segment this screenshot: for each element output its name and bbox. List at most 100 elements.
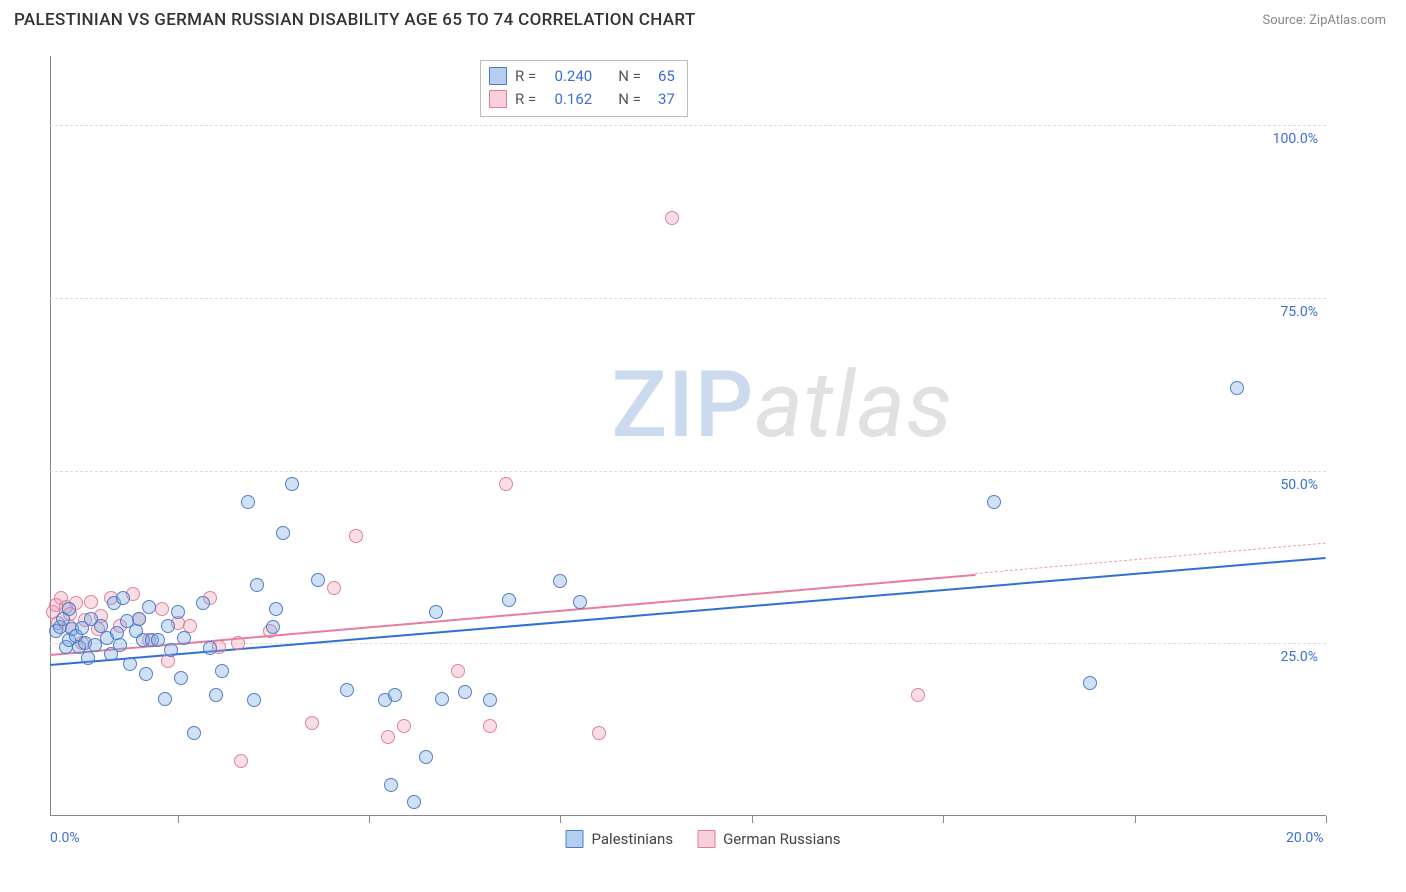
data-point (340, 683, 354, 697)
y-axis-line (50, 56, 51, 816)
data-point (1230, 381, 1244, 395)
data-point (151, 633, 165, 647)
data-point (502, 593, 516, 607)
data-point (435, 692, 449, 706)
data-point (419, 750, 433, 764)
data-point (177, 631, 191, 645)
data-point (987, 495, 1001, 509)
x-tick (943, 816, 944, 823)
data-point (158, 692, 172, 706)
data-point (285, 477, 299, 491)
watermark: ZIPatlas (611, 352, 953, 459)
trend-line (50, 557, 1326, 666)
y-tick-label: 25.0% (1280, 649, 1318, 665)
data-point (499, 477, 513, 491)
data-point (142, 600, 156, 614)
legend-label: German Russians (723, 830, 840, 848)
stats-n-label: N = (618, 88, 641, 111)
x-tick-label: 0.0% (50, 830, 80, 846)
data-point (113, 638, 127, 652)
stats-r-value: 0.240 (544, 65, 592, 88)
legend: Palestinians German Russians (566, 830, 841, 848)
x-tick-label: 20.0% (1286, 830, 1324, 846)
gridline (50, 471, 1326, 472)
stats-box: R = 0.240 N = 65R = 0.162 N = 37 (480, 60, 688, 117)
x-tick (1135, 816, 1136, 823)
data-point (123, 657, 137, 671)
data-point (573, 595, 587, 609)
data-point (62, 602, 76, 616)
data-point (451, 664, 465, 678)
x-tick (178, 816, 179, 823)
data-point (84, 595, 98, 609)
watermark-zip: ZIP (611, 352, 754, 459)
data-point (269, 602, 283, 616)
data-point (234, 754, 248, 768)
data-point (139, 667, 153, 681)
stats-r-label: R = (515, 88, 536, 111)
x-tick (560, 816, 561, 823)
trend-line (975, 543, 1326, 574)
swatch-blue (566, 830, 584, 848)
watermark-atlas: atlas (754, 352, 953, 459)
legend-label: Palestinians (592, 830, 674, 848)
data-point (81, 651, 95, 665)
source-name: ZipAtlas.com (1309, 13, 1386, 28)
data-point (305, 716, 319, 730)
data-point (311, 573, 325, 587)
y-tick-label: 50.0% (1280, 477, 1318, 493)
stats-r-label: R = (515, 65, 536, 88)
data-point (187, 726, 201, 740)
data-point (483, 693, 497, 707)
stats-row: R =0.240N =65 (489, 65, 675, 88)
data-point (247, 693, 261, 707)
data-point (397, 719, 411, 733)
data-point (164, 643, 178, 657)
data-point (388, 688, 402, 702)
stats-r-value: 0.162 (544, 88, 592, 111)
swatch-blue (489, 67, 507, 85)
data-point (171, 605, 185, 619)
source-prefix: Source: (1262, 13, 1309, 28)
data-point (1083, 676, 1097, 690)
legend-item: Palestinians (566, 830, 674, 848)
y-tick-label: 100.0% (1273, 131, 1318, 147)
data-point (116, 591, 130, 605)
data-point (203, 641, 217, 655)
data-point (592, 726, 606, 740)
gridline (50, 298, 1326, 299)
chart-title: PALESTINIAN VS GERMAN RUSSIAN DISABILITY… (14, 10, 696, 30)
data-point (155, 602, 169, 616)
data-point (174, 671, 188, 685)
data-point (665, 211, 679, 225)
y-tick-label: 75.0% (1280, 304, 1318, 320)
data-point (349, 529, 363, 543)
data-point (88, 638, 102, 652)
x-tick (752, 816, 753, 823)
data-point (250, 578, 264, 592)
gridline (50, 125, 1326, 126)
x-tick (369, 816, 370, 823)
source-label: Source: ZipAtlas.com (1262, 13, 1386, 28)
stats-row: R = 0.162 N = 37 (489, 88, 675, 111)
data-point (209, 688, 223, 702)
data-point (241, 495, 255, 509)
data-point (327, 581, 341, 595)
data-point (276, 526, 290, 540)
chart-header: PALESTINIAN VS GERMAN RUSSIAN DISABILITY… (0, 0, 1406, 38)
plot-area: ZIPatlas R = 0.240 N = 65R = 0.162 N = 37 25.0… (50, 56, 1326, 816)
data-point (429, 605, 443, 619)
data-point (407, 795, 421, 809)
data-point (381, 730, 395, 744)
stats-n-value: 65 (649, 65, 675, 88)
data-point (215, 664, 229, 678)
data-point (553, 574, 567, 588)
data-point (231, 636, 245, 650)
data-point (161, 619, 175, 633)
data-point (911, 688, 925, 702)
swatch-pink (489, 90, 507, 108)
stats-n-value: 37 (649, 88, 675, 111)
data-point (196, 596, 210, 610)
legend-item: German Russians (697, 830, 840, 848)
swatch-pink (697, 830, 715, 848)
